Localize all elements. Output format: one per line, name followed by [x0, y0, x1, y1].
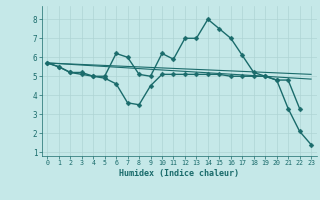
X-axis label: Humidex (Indice chaleur): Humidex (Indice chaleur) — [119, 169, 239, 178]
